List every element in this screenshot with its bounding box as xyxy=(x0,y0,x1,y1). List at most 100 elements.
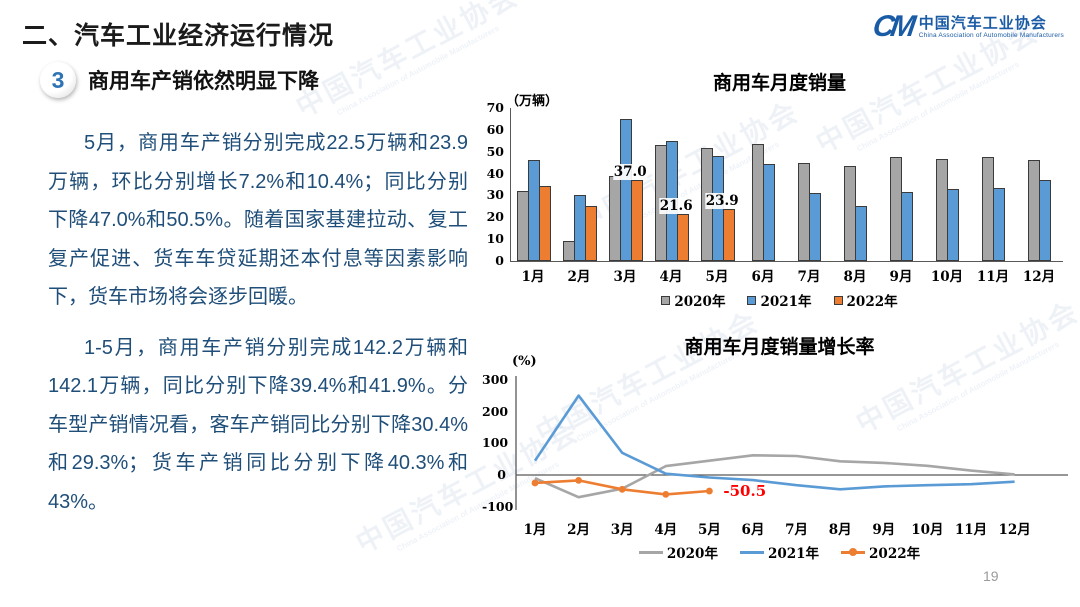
line-chart-svg: -50.5 xyxy=(515,376,1068,510)
bar-2022年-4月: 21.6 xyxy=(658,198,694,261)
bar-group-1月 xyxy=(511,108,557,261)
bar-2021年-9月 xyxy=(901,192,913,261)
legend-swatch xyxy=(661,295,671,305)
bar-chart-legend: 2020年 2021年 2022年 xyxy=(482,290,1077,310)
x-axis-label: 4月 xyxy=(659,269,683,285)
marker-2022年-3月 xyxy=(618,485,626,493)
legend-item-2020年: 2020年 xyxy=(661,290,725,310)
y-tick-label: 50 xyxy=(486,143,504,159)
legend-item-2022年: 2022年 xyxy=(833,290,898,310)
y-tick-label: 0 xyxy=(495,253,504,268)
page-number: 19 xyxy=(983,568,999,584)
y-tick-label: 0 xyxy=(497,467,506,482)
x-axis-label: 12月 xyxy=(1022,269,1056,285)
section-number-badge: 3 xyxy=(40,62,76,98)
bar-2021年-7月 xyxy=(809,193,821,261)
bar-2021年-12月 xyxy=(1039,180,1051,261)
bar-data-label: 21.6 xyxy=(658,198,694,214)
logo-name-en: China Association of Automobile Manufact… xyxy=(918,31,1064,39)
bar-group-5月: 23.9 xyxy=(695,108,741,261)
y-tick-label: -100 xyxy=(482,498,514,514)
bar-2022年-5月: 23.9 xyxy=(704,193,740,261)
bar-group-6月 xyxy=(741,108,787,261)
line-chart-unit: (%) xyxy=(512,354,537,369)
bar-chart-plot: 37.0 21.6 23.9 xyxy=(510,108,1063,262)
line-series-2020年 xyxy=(534,454,1015,499)
bar-chart-xlabels: 1月 2月 3月 4月 5月 6月 7月 8月 9月 10月 11月 12月 xyxy=(510,265,1062,285)
x-axis-label: 2月 xyxy=(567,522,591,538)
legend-item-2020年: 2020年 xyxy=(638,542,718,562)
line-chart-legend: 2020年 2021年 2022年 xyxy=(482,542,1077,562)
bar-group-8月 xyxy=(833,108,879,261)
y-tick-label: 20 xyxy=(486,209,504,225)
x-axis-label: 12月 xyxy=(998,522,1031,538)
x-axis-label: 4月 xyxy=(654,522,678,538)
x-axis-label: 5月 xyxy=(705,269,729,285)
x-axis-label: 8月 xyxy=(828,522,852,538)
bar-group-4月: 21.6 xyxy=(649,108,695,261)
paragraph-1: 5月，商用车产销分别完成22.5万辆和23.9万辆，环比分别增长7.2%和10.… xyxy=(48,132,468,308)
line-series-2021年 xyxy=(533,394,1015,491)
legend-label: 2020年 xyxy=(674,294,726,310)
line-chart-growth-rate: 商用车月度销量增长率 (%) 300 200 100 0 -100 -50.5 1月 2月… xyxy=(482,330,1077,580)
legend-line-swatch xyxy=(739,550,764,554)
x-axis-label: 9月 xyxy=(889,269,913,285)
x-axis-label: 11月 xyxy=(976,269,1010,285)
y-tick-label: 300 xyxy=(482,371,509,387)
bar-group-11月 xyxy=(971,108,1017,261)
y-tick-label: 70 xyxy=(486,100,504,115)
body-text: 5月，商用车产销分别完成22.5万辆和23.9万辆，环比分别增长7.2%和10.… xyxy=(48,124,468,533)
bar-group-2月 xyxy=(557,108,603,261)
x-axis-label: 2月 xyxy=(567,269,591,285)
legend-marker-dot xyxy=(849,548,858,556)
legend-label: 2021年 xyxy=(760,294,812,310)
y-tick-label: 40 xyxy=(486,165,504,181)
y-tick-label: 10 xyxy=(486,231,504,247)
x-axis-label: 9月 xyxy=(872,522,896,538)
legend-label: 2020年 xyxy=(666,546,718,562)
legend-line-swatch xyxy=(841,548,866,556)
bar-2021年-8月 xyxy=(855,206,867,261)
x-axis-label: 3月 xyxy=(613,269,637,285)
legend-item-2022年: 2022年 xyxy=(841,542,920,562)
bar-chart-unit: （万辆） xyxy=(506,94,559,109)
x-axis-label: 3月 xyxy=(610,522,634,538)
section-title: 商用车产销依然明显下降 xyxy=(88,70,319,93)
x-axis-label: 1月 xyxy=(523,522,547,538)
x-axis-label: 1月 xyxy=(521,269,545,285)
section-header: 3 商用车产销依然明显下降 xyxy=(40,62,319,98)
bar-group-3月: 37.0 xyxy=(603,108,649,261)
marker-2022年-5月 xyxy=(706,487,713,495)
legend-swatch xyxy=(747,295,757,305)
legend-label: 2021年 xyxy=(767,546,820,562)
paragraph-2: 1-5月，商用车产销分别完成142.2万辆和142.1万辆，同比分别下降39.4… xyxy=(48,336,468,513)
bar-chart-monthly-sales: 商用车月度销量 （万辆） 0 10 20 30 40 50 60 70 37.0 21.6 23.… xyxy=(482,62,1077,324)
legend-item-2021年: 2021年 xyxy=(747,290,812,310)
x-axis-label: 8月 xyxy=(843,269,867,285)
bar-2021年-11月 xyxy=(993,188,1005,261)
bar-group-10月 xyxy=(925,108,971,261)
annotation-value-label: -50.5 xyxy=(723,482,766,500)
line-chart-xlabels: 1月 2月 3月 4月 5月 6月 7月 8月 9月 10月 11月 12月 xyxy=(510,518,1070,538)
bar-data-label: 37.0 xyxy=(612,164,648,180)
legend-label: 2022年 xyxy=(846,294,898,310)
x-axis-label: 7月 xyxy=(785,522,809,538)
bar-chart-yaxis: 0 10 20 30 40 50 60 70 xyxy=(482,100,508,268)
bar-2021年-6月 xyxy=(763,164,775,261)
bar-2022年-2月 xyxy=(584,206,597,261)
legend-label: 2022年 xyxy=(869,546,921,562)
page-title: 二、汽车工业经济运行情况 xyxy=(22,22,335,50)
caam-logo-mark-icon: CM xyxy=(870,10,915,43)
bar-group-9月 xyxy=(879,108,925,261)
bar-data-label: 23.9 xyxy=(704,193,740,209)
y-tick-label: 60 xyxy=(486,121,504,137)
x-axis-label: 6月 xyxy=(751,269,775,285)
bar-2021年-10月 xyxy=(947,189,959,261)
x-axis-label: 5月 xyxy=(697,522,721,538)
legend-item-2021年: 2021年 xyxy=(739,542,820,562)
legend-line-swatch xyxy=(638,550,663,554)
y-tick-label: 200 xyxy=(482,403,509,419)
marker-2022年-1月 xyxy=(531,479,539,487)
line-chart-title: 商用车月度销量增长率 xyxy=(684,337,875,358)
